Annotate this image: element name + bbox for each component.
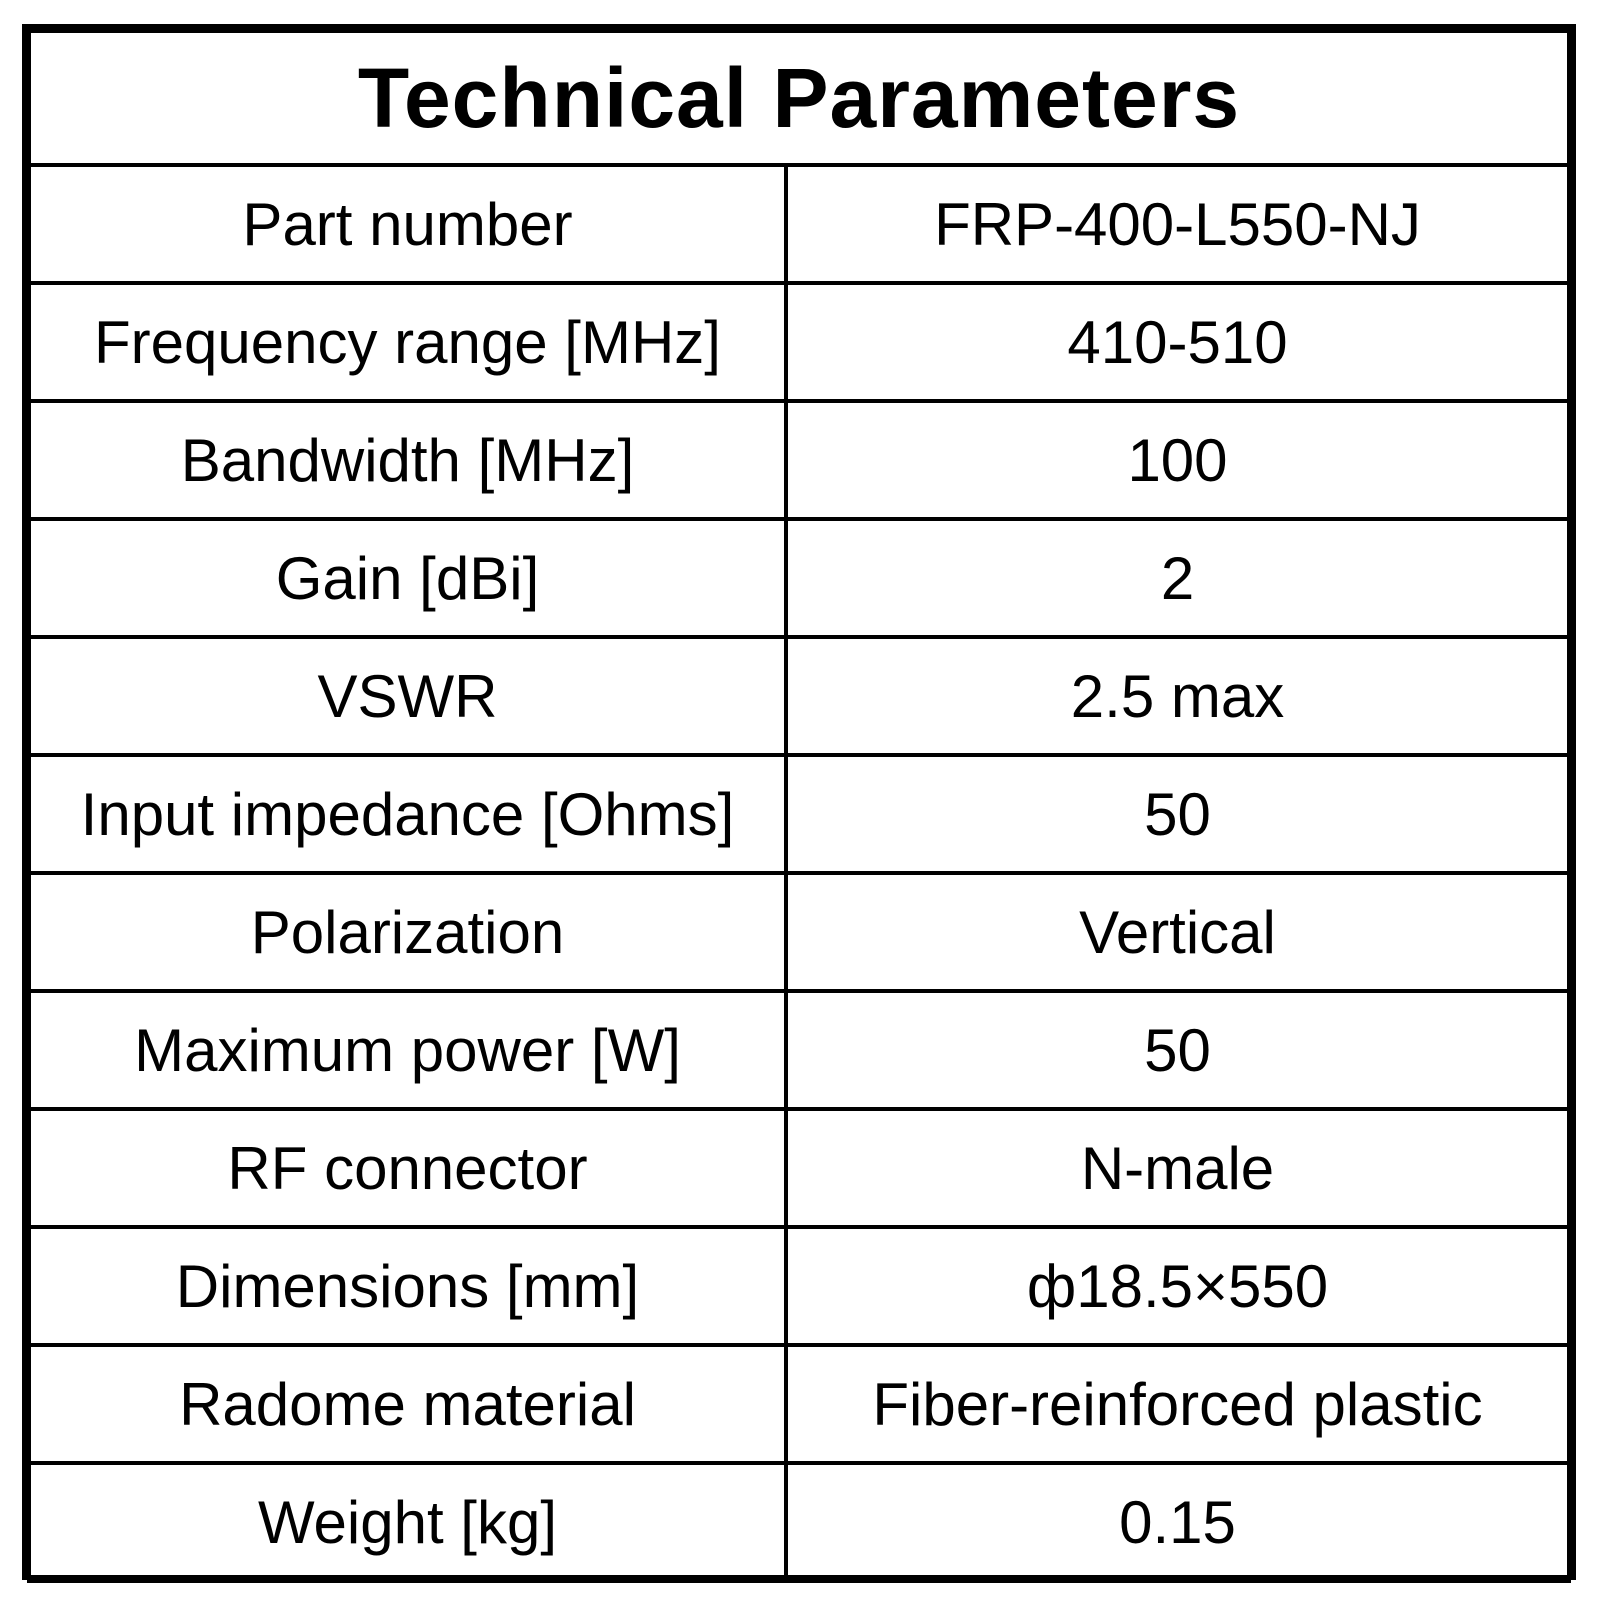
row-value: FRP-400-L550-NJ — [784, 163, 1571, 285]
table-row: Polarization Vertical — [27, 871, 1571, 993]
table-row: Gain [dBi] 2 — [27, 517, 1571, 639]
row-label: Frequency range [MHz] — [27, 281, 788, 403]
table-row: Dimensions [mm] ф18.5×550 — [27, 1225, 1571, 1347]
table-row: Frequency range [MHz] 410-510 — [27, 281, 1571, 403]
table-row: Maximum power [W] 50 — [27, 989, 1571, 1111]
table-row: Bandwidth [MHz] 100 — [27, 399, 1571, 521]
table-title: Technical Parameters — [27, 29, 1571, 167]
table-row: RF connector N-male — [27, 1107, 1571, 1229]
table-row: Input impedance [Ohms] 50 — [27, 753, 1571, 875]
row-label: Maximum power [W] — [27, 989, 788, 1111]
row-value: Vertical — [784, 871, 1571, 993]
row-value: ф18.5×550 — [784, 1225, 1571, 1347]
row-label: Input impedance [Ohms] — [27, 753, 788, 875]
row-label: RF connector — [27, 1107, 788, 1229]
table-row: Weight [kg] 0.15 — [27, 1461, 1571, 1583]
row-value: 100 — [784, 399, 1571, 521]
row-value: 0.15 — [784, 1461, 1571, 1583]
technical-parameters-table: Technical Parameters Part number FRP-400… — [22, 24, 1576, 1583]
row-label: Bandwidth [MHz] — [27, 399, 788, 521]
row-value: N-male — [784, 1107, 1571, 1229]
row-label: Weight [kg] — [27, 1461, 788, 1583]
row-label: Radome material — [27, 1343, 788, 1465]
table-header-row: Technical Parameters — [27, 29, 1571, 167]
row-label: Part number — [27, 163, 788, 285]
row-value: 410-510 — [784, 281, 1571, 403]
row-value: 2 — [784, 517, 1571, 639]
row-label: Dimensions [mm] — [27, 1225, 788, 1347]
table-row: VSWR 2.5 max — [27, 635, 1571, 757]
row-value: 50 — [784, 989, 1571, 1111]
row-value: 2.5 max — [784, 635, 1571, 757]
row-value: 50 — [784, 753, 1571, 875]
row-label: VSWR — [27, 635, 788, 757]
row-label: Polarization — [27, 871, 788, 993]
spec-table: Technical Parameters Part number FRP-400… — [27, 29, 1571, 1583]
table-row: Radome material Fiber-reinforced plastic — [27, 1343, 1571, 1465]
row-value: Fiber-reinforced plastic — [784, 1343, 1571, 1465]
table-row: Part number FRP-400-L550-NJ — [27, 163, 1571, 285]
row-label: Gain [dBi] — [27, 517, 788, 639]
